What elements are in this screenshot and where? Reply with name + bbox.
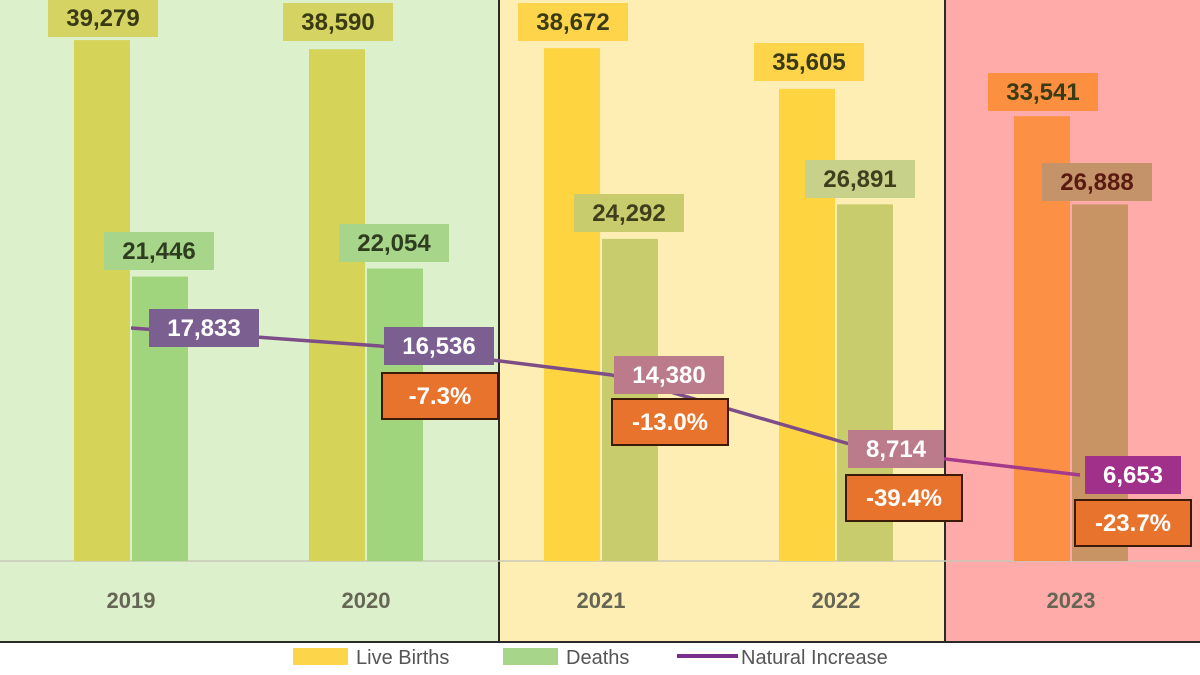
label-pct-change-text: -13.0%: [632, 409, 708, 436]
label-live-births-bg: [988, 73, 1098, 111]
label-deaths-text: 21,446: [122, 238, 195, 265]
label-live-births: 38,672: [518, 3, 628, 41]
label-natural-increase: 8,714: [848, 430, 944, 468]
label-live-births-bg: [518, 3, 628, 41]
label-pct-change-bg: [1074, 499, 1192, 547]
label-pct-change-bg: [381, 372, 499, 420]
label-deaths-bg: [805, 160, 915, 198]
x-tick-label: 2019: [107, 588, 156, 613]
x-tick-label: 2021: [577, 588, 626, 613]
label-natural-increase-text: 8,714: [866, 436, 927, 463]
label-deaths: 26,888: [1042, 163, 1152, 201]
label-pct-change: -39.4%: [845, 474, 963, 522]
label-natural-increase-text: 14,380: [632, 362, 705, 389]
label-live-births: 33,541: [988, 73, 1098, 111]
label-deaths-bg: [104, 232, 214, 270]
label-deaths-text: 24,292: [592, 200, 665, 227]
label-live-births: 38,590: [283, 3, 393, 41]
label-pct-change-bg: [845, 474, 963, 522]
label-pct-change: -13.0%: [611, 398, 729, 446]
x-tick-label: 2023: [1047, 588, 1096, 613]
label-live-births-text: 35,605: [772, 49, 845, 76]
legend-label-increase: Natural Increase: [741, 647, 888, 669]
label-natural-increase-text: 6,653: [1103, 462, 1163, 489]
label-natural-increase-bg: [1085, 456, 1181, 494]
label-deaths: 22,054: [339, 224, 449, 262]
label-deaths: 24,292: [574, 194, 684, 232]
label-live-births-bg: [48, 0, 158, 37]
label-live-births-text: 38,590: [301, 9, 374, 36]
label-deaths: 26,891: [805, 160, 915, 198]
legend-label-deaths: Deaths: [566, 647, 629, 669]
bar-live-births: [779, 88, 835, 562]
label-deaths-bg: [339, 224, 449, 262]
legend-swatch-births: [293, 648, 348, 665]
label-deaths-bg: [1042, 163, 1152, 201]
label-natural-increase: 14,380: [614, 356, 724, 394]
label-pct-change: -23.7%: [1074, 499, 1192, 547]
label-natural-increase: 17,833: [149, 309, 259, 347]
label-pct-change-bg: [611, 398, 729, 446]
label-deaths: 21,446: [104, 232, 214, 270]
label-live-births: 35,605: [754, 43, 864, 81]
legend-label-births: Live Births: [356, 647, 449, 669]
label-live-births-text: 38,672: [536, 9, 609, 36]
label-deaths-text: 26,888: [1060, 169, 1133, 196]
label-live-births-text: 39,279: [66, 5, 139, 32]
label-deaths-bg: [574, 194, 684, 232]
label-natural-increase-text: 17,833: [167, 315, 240, 342]
label-pct-change: -7.3%: [381, 372, 499, 420]
label-natural-increase-bg: [149, 309, 259, 347]
label-live-births-bg: [754, 43, 864, 81]
label-natural-increase-bg: [384, 327, 494, 365]
bar-live-births: [544, 48, 600, 561]
label-deaths-text: 26,891: [823, 166, 896, 193]
label-natural-increase: 16,536: [384, 327, 494, 365]
x-tick-label: 2020: [342, 588, 391, 613]
x-tick-label: 2022: [812, 588, 861, 613]
label-pct-change-text: -23.7%: [1095, 510, 1171, 537]
bar-live-births: [309, 49, 365, 562]
label-live-births-bg: [283, 3, 393, 41]
label-pct-change-text: -39.4%: [866, 485, 942, 512]
label-deaths-text: 22,054: [357, 230, 431, 257]
legend-swatch-deaths: [503, 648, 558, 665]
legend: Live Births Deaths Natural Increase: [293, 647, 888, 669]
label-natural-increase-text: 16,536: [402, 333, 475, 360]
label-natural-increase-bg: [848, 430, 944, 468]
label-live-births: 39,279: [48, 0, 158, 37]
bar-live-births: [74, 40, 130, 562]
label-pct-change-text: -7.3%: [409, 383, 472, 410]
label-natural-increase: 6,653: [1085, 456, 1181, 494]
label-natural-increase-bg: [614, 356, 724, 394]
label-live-births-text: 33,541: [1006, 79, 1079, 106]
